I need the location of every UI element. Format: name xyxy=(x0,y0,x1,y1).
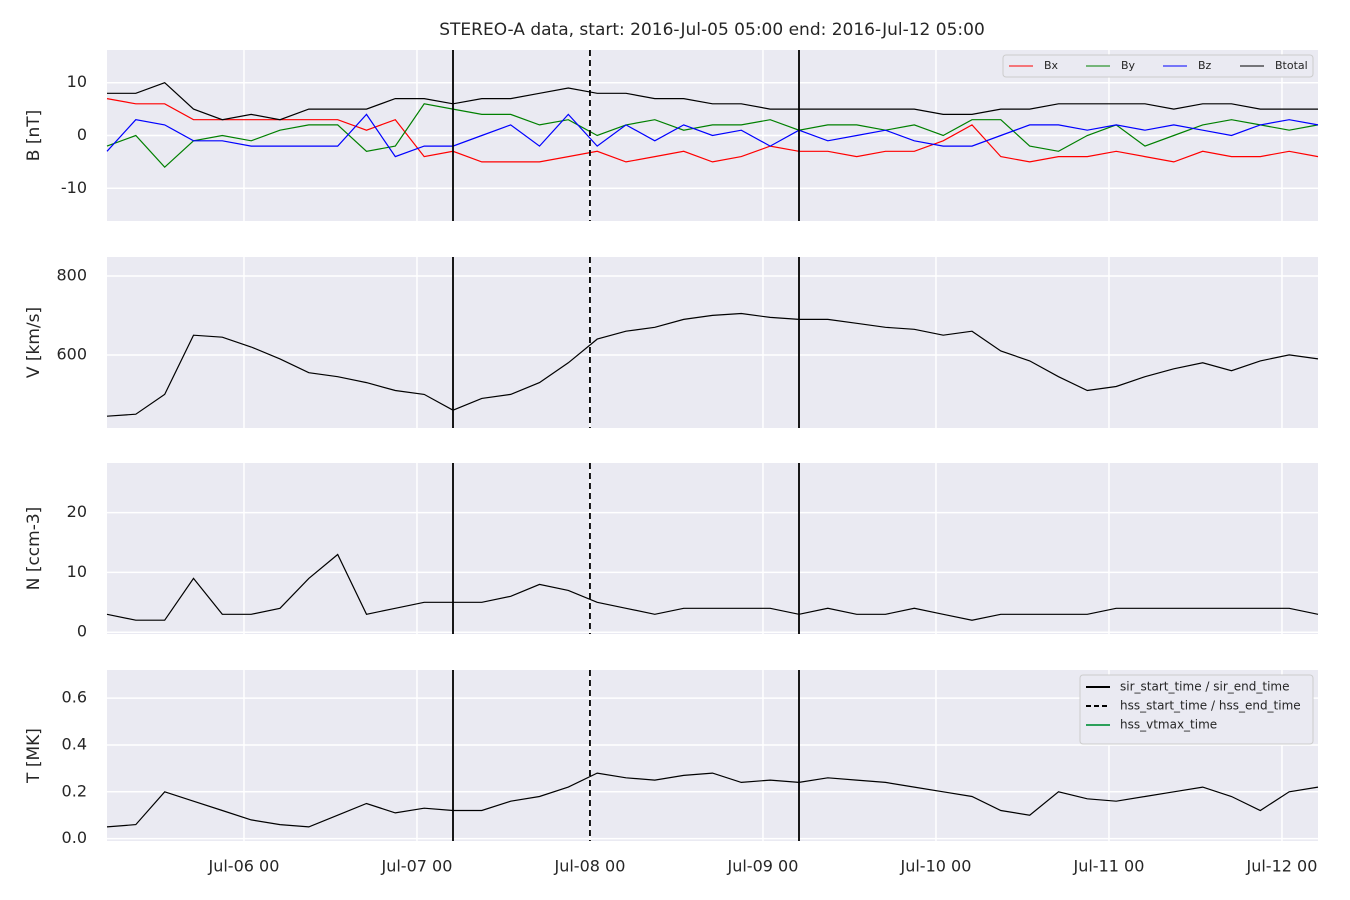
y-axis-label: T [MK] xyxy=(24,728,44,784)
legend-label: Bx xyxy=(1044,59,1059,72)
plot-area xyxy=(107,257,1318,428)
legend-label: hss_vtmax_time xyxy=(1120,718,1217,732)
legend-box xyxy=(1002,54,1314,78)
y-tick-label: 800 xyxy=(56,265,87,284)
legend-label: By xyxy=(1121,59,1136,72)
y-tick-label: -10 xyxy=(61,178,87,197)
x-tick-label: Jul-06 00 xyxy=(208,857,280,876)
plot-area xyxy=(107,463,1318,634)
legend-label: Bz xyxy=(1198,59,1212,72)
y-axis-label: B [nT] xyxy=(24,110,44,162)
chart-title: STEREO-A data, start: 2016-Jul-05 05:00 … xyxy=(439,20,985,40)
series-line xyxy=(106,98,1319,163)
x-tick-label: Jul-12 00 xyxy=(1246,857,1318,876)
x-tick-label: Jul-11 00 xyxy=(1073,857,1145,876)
y-tick-label: 10 xyxy=(67,72,87,91)
series-line xyxy=(106,772,1319,828)
series-line xyxy=(106,312,1319,417)
y-tick-label: 0.6 xyxy=(62,688,87,707)
y-tick-label: 0.2 xyxy=(62,781,87,800)
legend: Bx By Bz Btotal xyxy=(1002,54,1314,78)
y-tick-label: 0 xyxy=(77,125,87,144)
y-tick-label: 0.4 xyxy=(62,734,87,753)
legend: sir_start_time / sir_end_time hss_start_t… xyxy=(1079,674,1314,745)
y-tick-label: 600 xyxy=(56,344,87,363)
y-tick-label: 0 xyxy=(77,622,87,641)
y-tick-label: 10 xyxy=(67,562,87,581)
y-axis-label: N [ccm-3] xyxy=(24,507,44,591)
x-tick-label: Jul-10 00 xyxy=(900,857,972,876)
series-line xyxy=(106,553,1319,621)
x-tick-label: Jul-07 00 xyxy=(381,857,453,876)
legend-label: sir_start_time / sir_end_time xyxy=(1120,680,1290,694)
x-tick-label: Jul-09 00 xyxy=(727,857,799,876)
legend-label: hss_start_time / hss_end_time xyxy=(1120,699,1301,713)
y-axis-label: V [km/s] xyxy=(24,307,44,378)
legend-box xyxy=(1079,674,1314,745)
x-tick-label: Jul-08 00 xyxy=(554,857,626,876)
series-line xyxy=(106,113,1319,158)
series-line xyxy=(107,82,1318,121)
legend-label: Btotal xyxy=(1275,59,1308,72)
y-tick-label: 0.0 xyxy=(62,828,87,847)
y-tick-label: 20 xyxy=(67,502,87,521)
